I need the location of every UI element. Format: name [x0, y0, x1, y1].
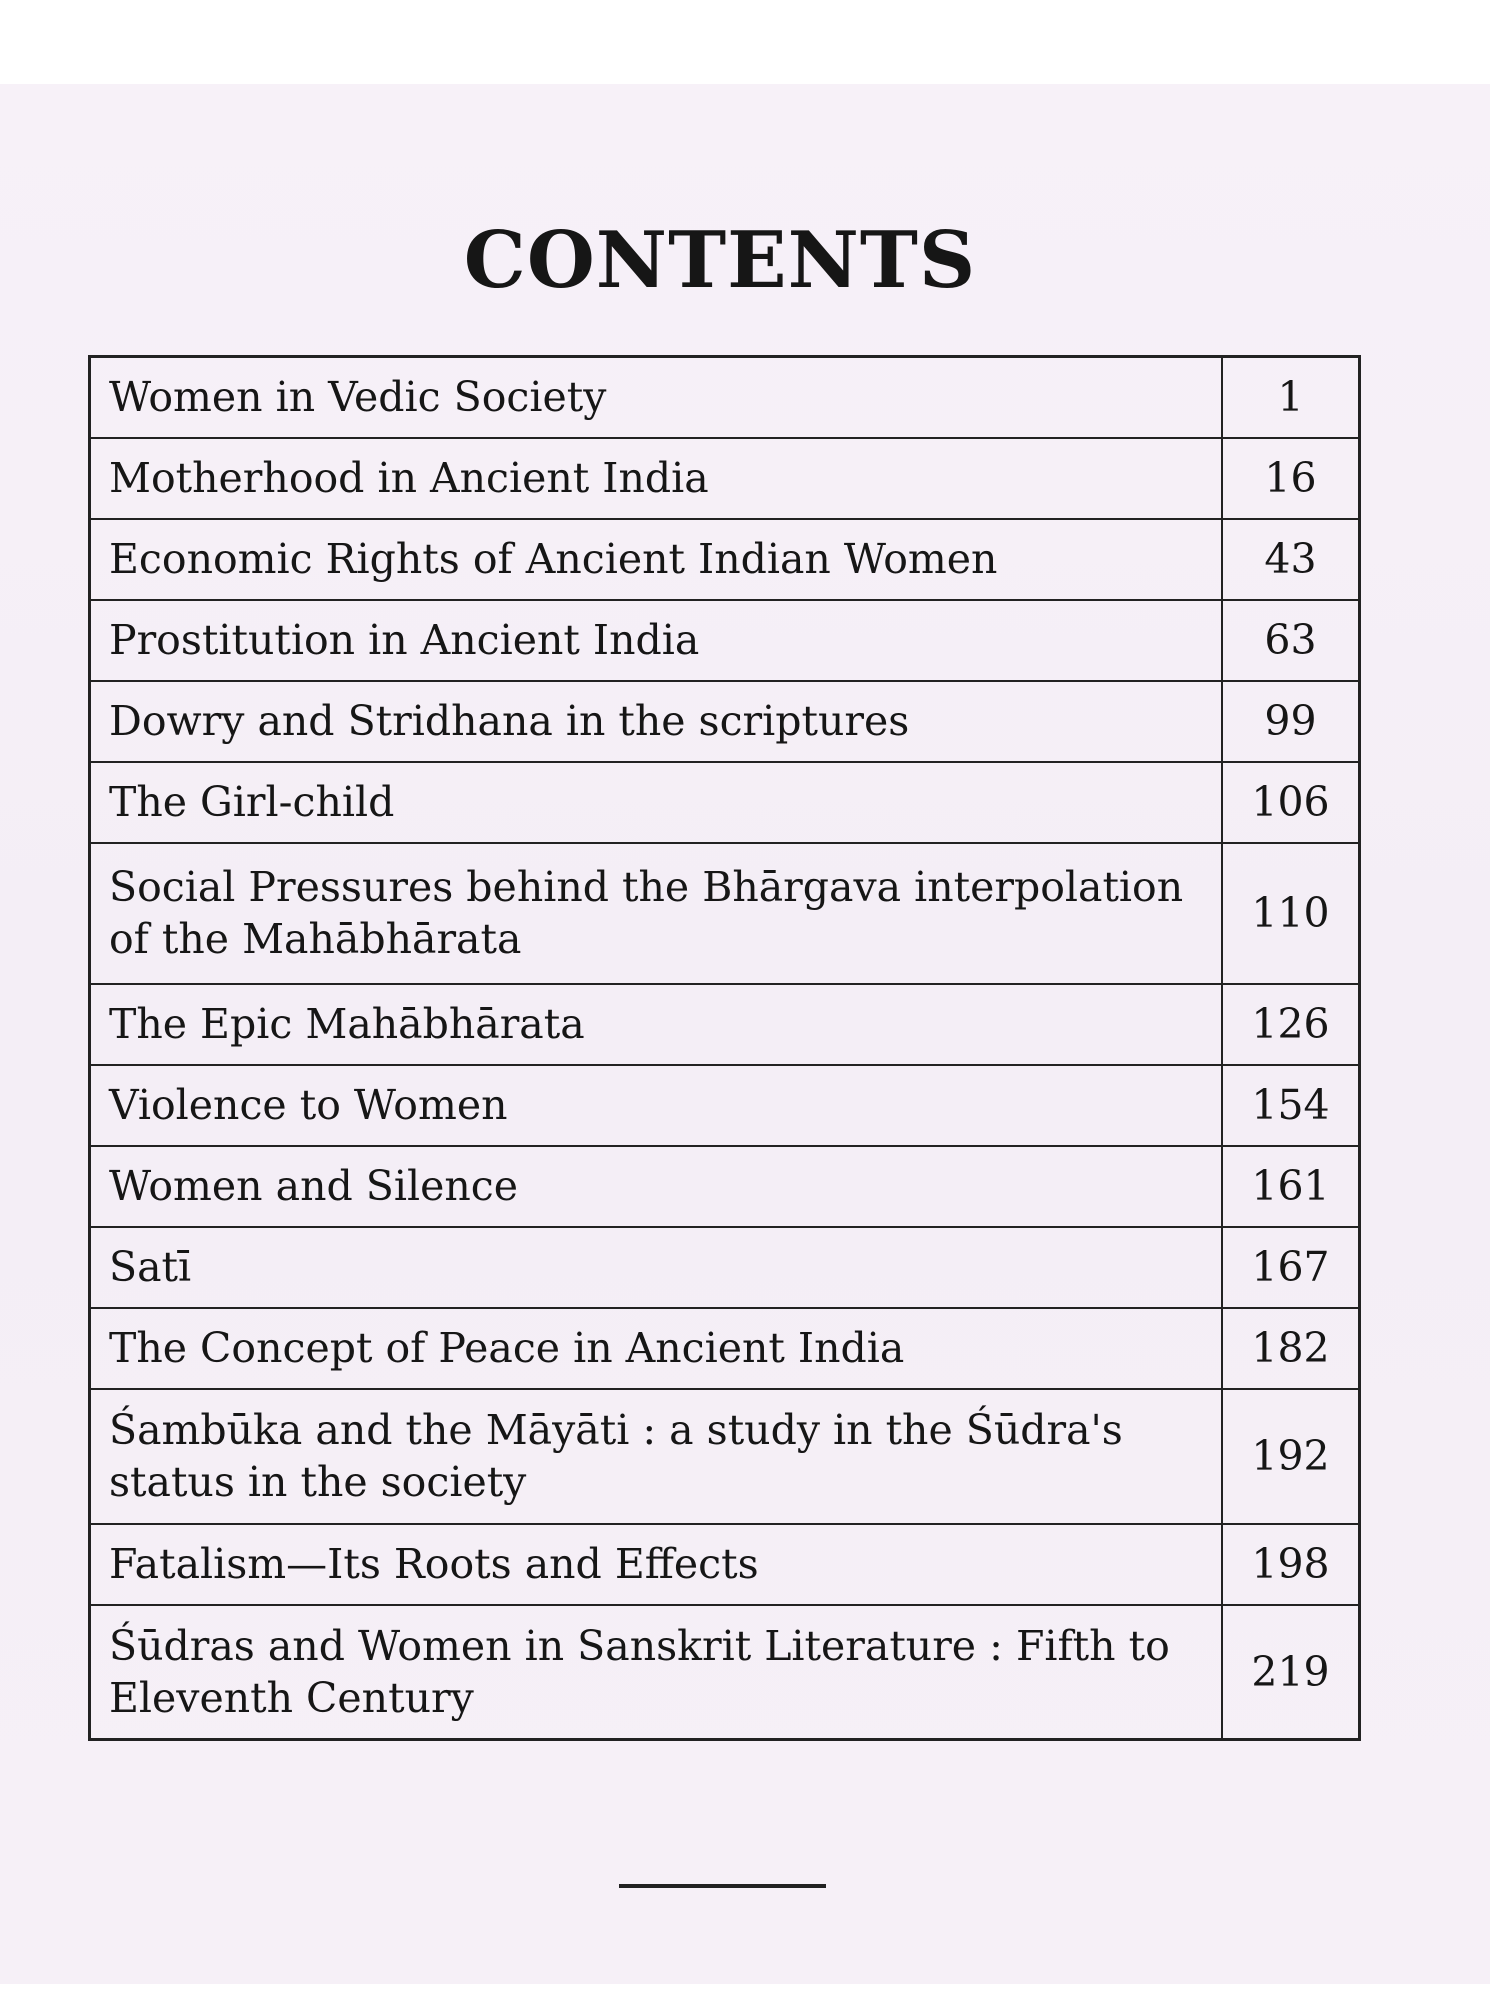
page-number: 106	[1221, 760, 1361, 844]
contents-row: The Concept of Peace in Ancient India 182	[88, 1306, 1361, 1390]
chapter-title: Women in Vedic Society	[88, 355, 1223, 439]
contents-row: Motherhood in Ancient India 16	[88, 436, 1361, 520]
contents-row: Śūdras and Women in Sanskrit Literature …	[88, 1603, 1361, 1741]
contents-row: Prostitution in Ancient India 63	[88, 598, 1361, 682]
chapter-title: Dowry and Stridhana in the scriptures	[88, 679, 1223, 763]
chapter-title: Śūdras and Women in Sanskrit Literature …	[88, 1603, 1223, 1741]
contents-row: Dowry and Stridhana in the scriptures 99	[88, 679, 1361, 763]
contents-row: Women and Silence 161	[88, 1144, 1361, 1228]
page-number: 192	[1221, 1387, 1361, 1525]
chapter-title: Fatalism—Its Roots and Effects	[88, 1522, 1223, 1606]
chapter-title: Satī	[88, 1225, 1223, 1309]
page-title: CONTENTS	[463, 215, 977, 306]
page-number: 1	[1221, 355, 1361, 439]
contents-row: Economic Rights of Ancient Indian Women 4…	[88, 517, 1361, 601]
contents-row: Social Pressures behind the Bhārgava int…	[88, 841, 1361, 985]
contents-row: The Girl-child 106	[88, 760, 1361, 844]
page-number: 43	[1221, 517, 1361, 601]
page-number: 219	[1221, 1603, 1361, 1741]
contents-row: The Epic Mahābhārata 126	[88, 982, 1361, 1066]
contents-row: Women in Vedic Society 1	[88, 355, 1361, 439]
page-number: 161	[1221, 1144, 1361, 1228]
contents-row: Violence to Women 154	[88, 1063, 1361, 1147]
chapter-title: The Concept of Peace in Ancient India	[88, 1306, 1223, 1390]
bottom-rule	[619, 1884, 826, 1888]
chapter-title: The Epic Mahābhārata	[88, 982, 1223, 1066]
contents-table: Women in Vedic Society 1 Motherhood in Anc…	[88, 355, 1361, 1741]
page-number: 126	[1221, 982, 1361, 1066]
chapter-title: Śambūka and the Māyāti : a study in the …	[88, 1387, 1223, 1525]
page-number: 99	[1221, 679, 1361, 763]
chapter-title: Women and Silence	[88, 1144, 1223, 1228]
chapter-title: Prostitution in Ancient India	[88, 598, 1223, 682]
chapter-title: The Girl-child	[88, 760, 1223, 844]
contents-row: Fatalism—Its Roots and Effects 198	[88, 1522, 1361, 1606]
chapter-title: Social Pressures behind the Bhārgava int…	[88, 841, 1223, 985]
contents-row: Śambūka and the Māyāti : a study in the …	[88, 1387, 1361, 1525]
page-number: 63	[1221, 598, 1361, 682]
page-number: 167	[1221, 1225, 1361, 1309]
page-number: 110	[1221, 841, 1361, 985]
contents-row: Satī 167	[88, 1225, 1361, 1309]
page-number: 154	[1221, 1063, 1361, 1147]
chapter-title: Motherhood in Ancient India	[88, 436, 1223, 520]
page-number: 182	[1221, 1306, 1361, 1390]
page-number: 198	[1221, 1522, 1361, 1606]
chapter-title: Violence to Women	[88, 1063, 1223, 1147]
chapter-title: Economic Rights of Ancient Indian Women	[88, 517, 1223, 601]
page-number: 16	[1221, 436, 1361, 520]
